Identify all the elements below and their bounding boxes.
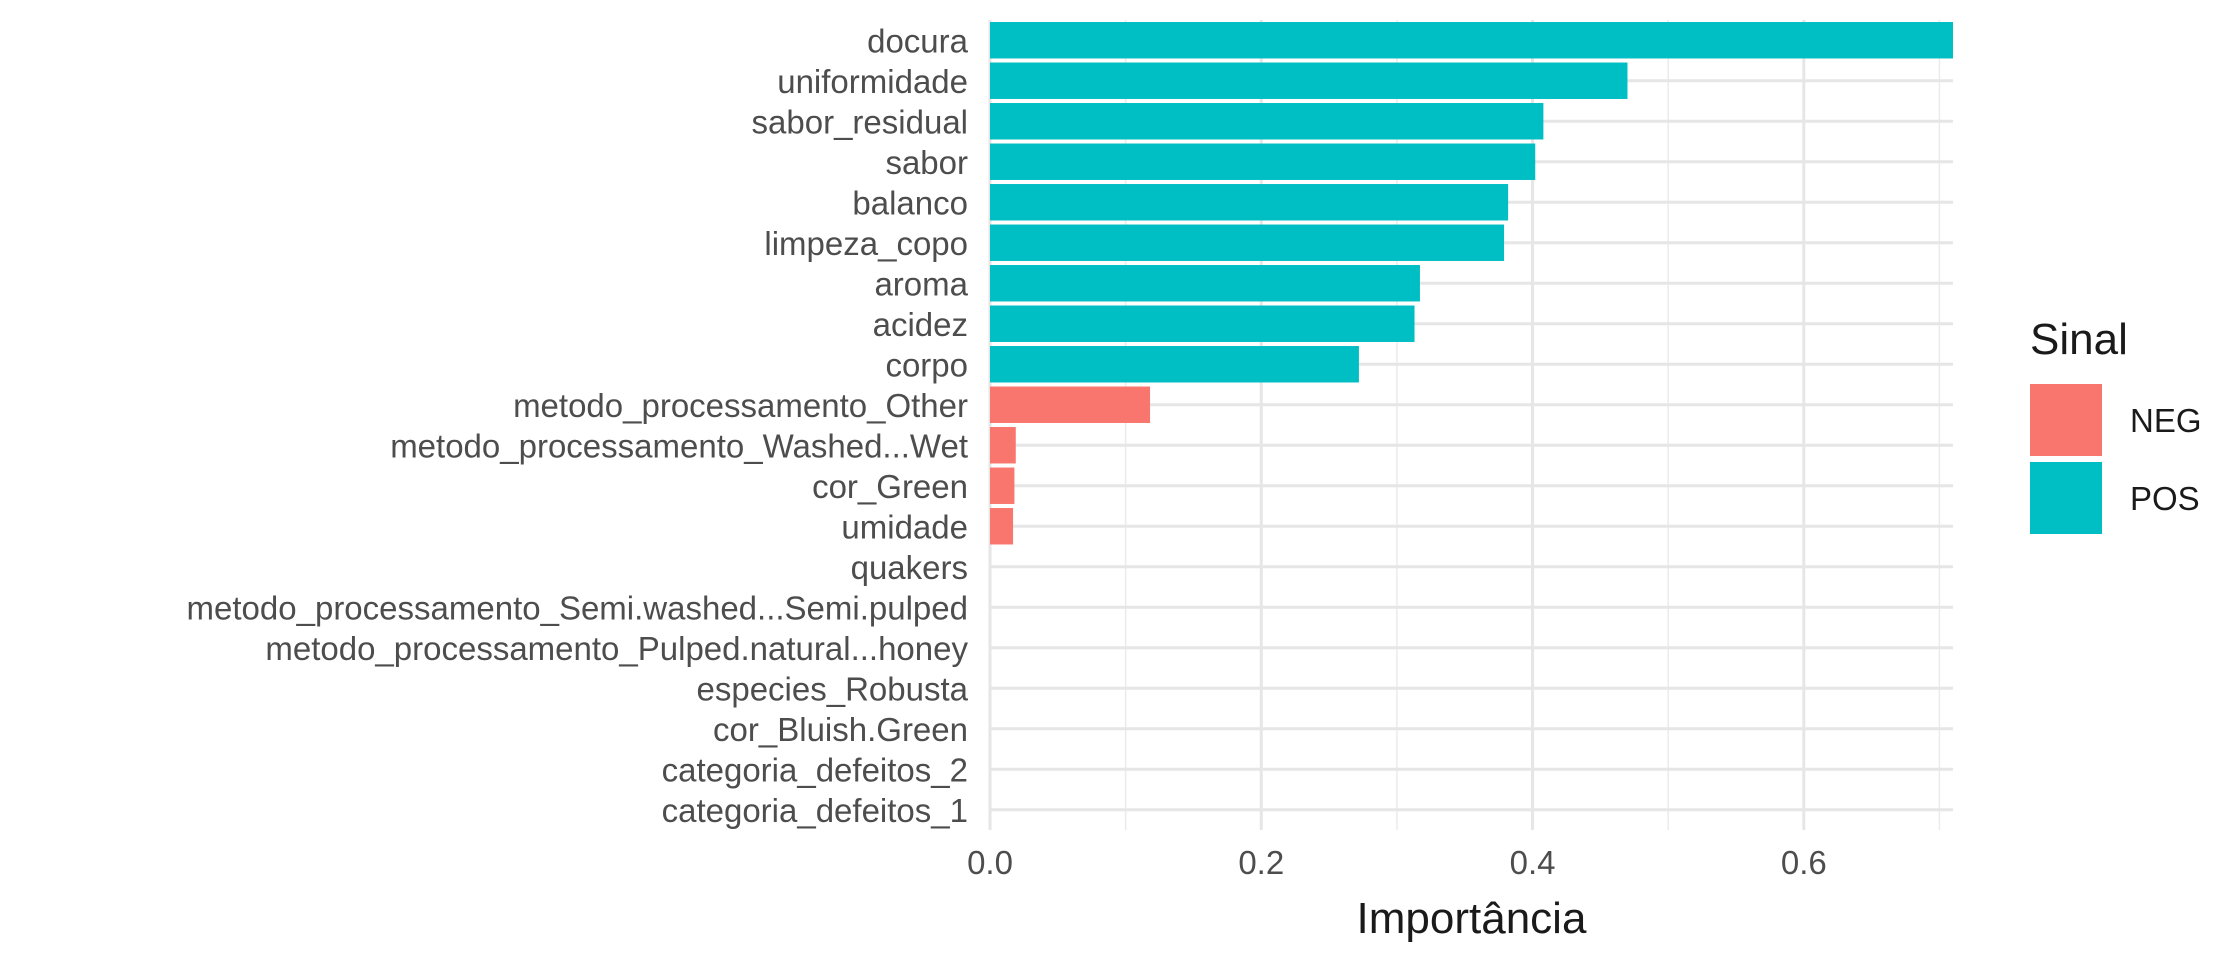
bar-balanco (990, 184, 1509, 221)
y-tick-label: metodo_processamento_Washed...Wet (390, 427, 968, 464)
bar-sabor_residual (990, 103, 1544, 140)
y-tick-label: categoria_defeitos_2 (662, 751, 968, 788)
x-tick-labels: 0.0 0.2 0.4 0.6 (967, 844, 1827, 881)
y-tick-label: docura (867, 22, 969, 59)
bar-acidez (990, 305, 1415, 342)
y-tick-labels: docura uniformidadesabor_residualsaborbal… (187, 22, 969, 829)
y-tick-label: cor_Bluish.Green (713, 711, 968, 748)
legend-label: POS (2130, 480, 2200, 517)
x-tick-label: 0.4 (1510, 844, 1556, 881)
legend-key-neg (2030, 384, 2102, 456)
bar-aroma (990, 265, 1420, 302)
y-tick-label: sabor (885, 144, 968, 181)
bar-umidade (990, 508, 1014, 545)
bar-limpeza_copo (990, 224, 1505, 261)
x-tick-label: 0.2 (1238, 844, 1284, 881)
y-tick-label: metodo_processamento_Semi.washed...Semi.… (187, 589, 968, 626)
y-tick-label: cor_Green (812, 468, 968, 505)
y-tick-label: corpo (885, 346, 968, 383)
y-tick-label: metodo_processamento_Pulped.natural...ho… (265, 630, 968, 667)
bar-sabor (990, 143, 1536, 180)
bars-layer (990, 22, 1953, 545)
bar-cor_Green (990, 467, 1015, 504)
legend-label: NEG (2130, 402, 2202, 439)
bar-metodo_processamento_Other (990, 386, 1151, 423)
y-tick-label: quakers (851, 549, 968, 586)
bar-corpo (990, 346, 1359, 383)
legend-title: Sinal (2030, 315, 2128, 364)
y-tick-label: metodo_processamento_Other (513, 387, 968, 424)
bar-metodo_processamento_Washed...Wet (990, 427, 1016, 464)
bar-uniformidade (990, 62, 1628, 99)
y-tick-label: aroma (874, 265, 968, 302)
y-tick-label: sabor_residual (752, 103, 968, 140)
y-tick-label: umidade (841, 508, 968, 545)
x-tick-label: 0.0 (967, 844, 1013, 881)
y-tick-label: acidez (873, 306, 968, 343)
legend-items: NEG POS (2030, 384, 2202, 534)
x-tick-label: 0.6 (1781, 844, 1827, 881)
y-tick-label: balanco (852, 184, 968, 221)
y-tick-label: limpeza_copo (764, 225, 968, 262)
bar-docura (990, 22, 1953, 59)
x-axis-title: Importância (1357, 894, 1587, 943)
legend: Sinal NEG POS (2030, 315, 2202, 534)
y-tick-label: especies_Robusta (696, 670, 968, 707)
legend-key-pos (2030, 462, 2102, 534)
y-tick-label: uniformidade (777, 63, 968, 100)
grid-layer (988, 20, 1953, 830)
y-tick-label: categoria_defeitos_1 (662, 792, 968, 829)
